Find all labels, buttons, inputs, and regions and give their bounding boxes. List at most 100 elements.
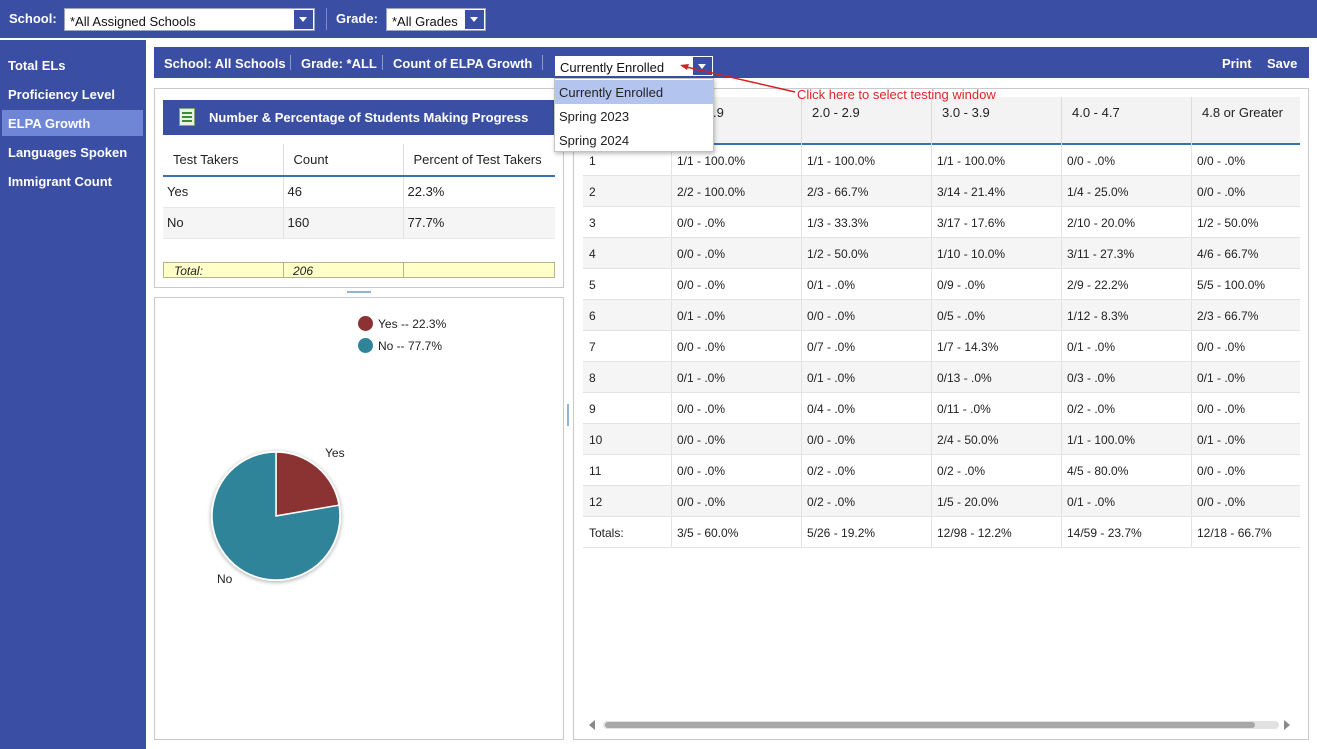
chevron-down-icon[interactable] xyxy=(294,10,313,29)
scroll-right-icon[interactable] xyxy=(1284,720,1290,730)
breadcrumb-grade: Grade: *ALL xyxy=(301,56,377,71)
divider xyxy=(931,424,932,455)
resize-handle[interactable] xyxy=(567,404,569,426)
table-cell: 0/1 - .0% xyxy=(1197,433,1246,447)
divider xyxy=(326,8,327,30)
table-row: No 160 77.7% xyxy=(163,207,555,239)
summary-table: Test Takers Count Percent of Test Takers… xyxy=(163,144,555,239)
divider xyxy=(671,362,672,393)
table-cell: 1/12 - 8.3% xyxy=(1067,309,1129,323)
resize-handle[interactable] xyxy=(347,291,371,293)
divider xyxy=(671,424,672,455)
divider xyxy=(1191,207,1192,238)
table-cell: 12/98 - 12.2% xyxy=(937,526,1012,540)
table-cell: 1/2 - 50.0% xyxy=(1197,216,1259,230)
pie-slice-yes[interactable] xyxy=(275,451,340,517)
divider xyxy=(671,300,672,331)
table-cell: 0/0 - .0% xyxy=(677,433,726,447)
pie-slice-no[interactable] xyxy=(211,451,341,581)
annotation-arrow-line xyxy=(681,65,796,93)
column-header[interactable]: 4.8 or Greater xyxy=(1202,105,1283,120)
breadcrumb: School: All Schools Grade: *ALL Count of… xyxy=(154,47,1309,78)
grade-cell: 7 xyxy=(589,340,596,354)
dropdown-option-spring-2023[interactable]: Spring 2023 xyxy=(559,109,630,124)
table-cell: 5/26 - 19.2% xyxy=(807,526,876,540)
divider xyxy=(1191,517,1192,548)
excel-export-icon[interactable] xyxy=(179,108,195,126)
print-button[interactable]: Print xyxy=(1222,56,1252,71)
sidebar-item-total-els[interactable]: Total ELs xyxy=(8,58,66,73)
testing-window-dropdown: Currently Enrolled Spring 2023 Spring 20… xyxy=(554,78,714,152)
table-row: 2 2/2 - 100.0% 2/3 - 66.7% 3/14 - 21.4% 1/4 … xyxy=(583,176,1300,207)
table-cell: 3/14 - 21.4% xyxy=(937,185,1006,199)
divider xyxy=(1191,424,1192,455)
column-header[interactable]: Count xyxy=(283,144,404,177)
divider xyxy=(1061,517,1062,548)
dropdown-option-currently-enrolled[interactable]: Currently Enrolled xyxy=(555,80,713,104)
divider xyxy=(1061,97,1062,145)
school-select[interactable]: *All Assigned Schools xyxy=(64,8,315,31)
divider xyxy=(1191,269,1192,300)
divider xyxy=(801,486,802,517)
grade-select[interactable]: *All Grades xyxy=(386,8,486,31)
divider xyxy=(1191,145,1192,176)
horizontal-scrollbar[interactable] xyxy=(583,717,1300,733)
table-cell: 0/0 - .0% xyxy=(1067,154,1116,168)
table-cell: 0/1 - .0% xyxy=(807,278,856,292)
table-cell: 3/11 - 27.3% xyxy=(1067,247,1135,261)
table-cell: 0/1 - .0% xyxy=(677,371,726,385)
column-header[interactable]: Percent of Test Takers xyxy=(403,144,555,177)
table-cell: 0/0 - .0% xyxy=(677,340,726,354)
table-row: 7 0/0 - .0% 0/7 - .0% 1/7 - 14.3% 0/1 - .0% 0… xyxy=(583,331,1300,362)
table-cell: 3/17 - 17.6% xyxy=(937,216,1006,230)
table-cell: 1/2 - 50.0% xyxy=(807,247,869,261)
table-row: 6 0/1 - .0% 0/0 - .0% 0/5 - .0% 1/12 - 8.3% 2… xyxy=(583,300,1300,331)
sidebar-item-proficiency-level[interactable]: Proficiency Level xyxy=(8,87,115,102)
divider xyxy=(403,263,404,277)
save-button[interactable]: Save xyxy=(1267,56,1298,71)
column-header[interactable]: 4.0 - 4.7 xyxy=(1072,105,1120,120)
sidebar-item-elpa-growth[interactable]: ELPA Growth xyxy=(2,110,143,136)
table-cell: 1/3 - 33.3% xyxy=(807,216,869,230)
table-cell: 0/2 - .0% xyxy=(807,495,856,509)
table-cell: 46 xyxy=(283,176,404,208)
table-cell: 0/0 - .0% xyxy=(1197,340,1246,354)
table-cell: 0/5 - .0% xyxy=(937,309,986,323)
column-header[interactable]: 3.0 - 3.9 xyxy=(942,105,990,120)
grade-cell: 4 xyxy=(589,247,596,261)
table-cell: 0/3 - .0% xyxy=(1067,371,1116,385)
grade-cell: 6 xyxy=(589,309,596,323)
testing-window-select[interactable]: Currently Enrolled xyxy=(554,55,714,77)
table-cell: 0/1 - .0% xyxy=(677,309,726,323)
divider xyxy=(1061,269,1062,300)
divider xyxy=(931,517,932,548)
top-filter-bar: School: *All Assigned Schools Grade: *Al… xyxy=(0,0,1317,38)
grade-cell: 10 xyxy=(589,433,603,447)
table-cell: 0/4 - .0% xyxy=(807,402,856,416)
chevron-down-icon[interactable] xyxy=(693,57,712,75)
scroll-thumb[interactable] xyxy=(605,722,1255,728)
table-cell: 3/5 - 60.0% xyxy=(677,526,739,540)
chevron-down-icon[interactable] xyxy=(465,10,484,29)
legend-swatch-yes xyxy=(358,316,373,331)
table-cell: 5/5 - 100.0% xyxy=(1197,278,1266,292)
sidebar-item-immigrant-count[interactable]: Immigrant Count xyxy=(8,174,112,189)
table-row: Yes 46 22.3% xyxy=(163,176,555,208)
school-select-value: *All Assigned Schools xyxy=(70,14,196,29)
table-cell: 1/1 - 100.0% xyxy=(937,154,1006,168)
divider xyxy=(1061,145,1062,176)
column-header[interactable]: 2.0 - 2.9 xyxy=(812,105,860,120)
grade-cell: 2 xyxy=(589,185,596,199)
dropdown-option-spring-2024[interactable]: Spring 2024 xyxy=(559,133,630,148)
divider xyxy=(1061,300,1062,331)
table-cell: 4/6 - 66.7% xyxy=(1197,247,1259,261)
column-header[interactable]: Test Takers xyxy=(163,144,284,177)
summary-header: Number & Percentage of Students Making P… xyxy=(163,100,555,135)
divider xyxy=(1061,362,1062,393)
table-cell: 0/0 - .0% xyxy=(1197,185,1246,199)
scroll-left-icon[interactable] xyxy=(589,720,595,730)
summary-title: Number & Percentage of Students Making P… xyxy=(209,110,529,125)
column-header[interactable]: .9 xyxy=(713,105,724,120)
sidebar-item-languages-spoken[interactable]: Languages Spoken xyxy=(8,145,128,160)
divider xyxy=(931,145,932,176)
